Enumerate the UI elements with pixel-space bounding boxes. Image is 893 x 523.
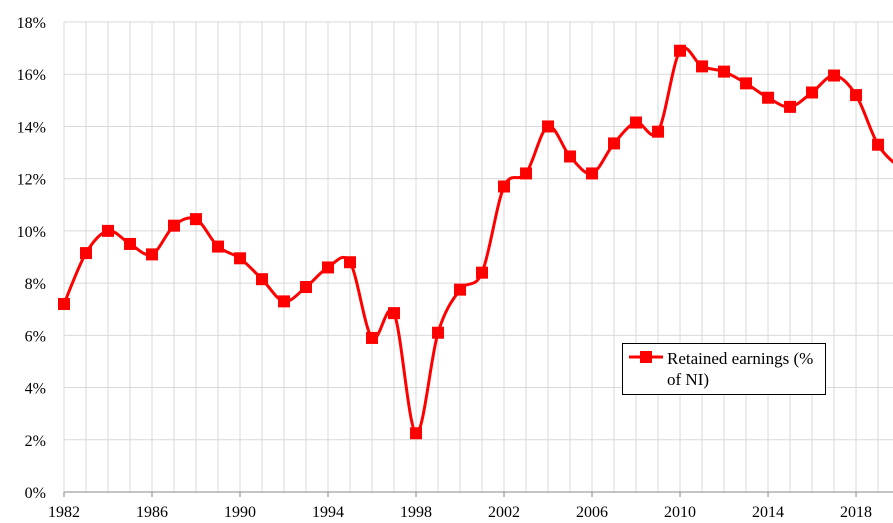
data-point	[102, 224, 115, 237]
data-point	[498, 180, 511, 193]
data-point	[366, 331, 379, 344]
y-tick-label: 16%	[17, 67, 46, 84]
data-point	[806, 86, 819, 99]
data-point	[696, 60, 709, 73]
data-point	[322, 261, 335, 274]
data-point	[344, 256, 357, 269]
data-point	[608, 137, 621, 150]
data-point	[168, 219, 181, 232]
x-tick-label: 2014	[752, 504, 784, 521]
legend: Retained earnings (% of NI)	[622, 343, 826, 395]
legend-label: Retained earnings (% of NI)	[667, 349, 814, 389]
x-tick-label: 2018	[840, 504, 872, 521]
data-point	[454, 283, 467, 296]
data-point	[476, 266, 489, 279]
data-point	[586, 167, 599, 180]
data-point	[828, 69, 841, 82]
y-tick-label: 0%	[25, 485, 46, 502]
data-point	[146, 248, 159, 261]
data-point	[300, 281, 313, 294]
data-point	[278, 295, 291, 308]
data-point	[718, 65, 731, 78]
y-tick-label: 2%	[25, 433, 46, 450]
x-tick-label: 1986	[136, 504, 168, 521]
data-point	[564, 150, 577, 163]
y-tick-label: 12%	[17, 172, 46, 189]
data-point	[740, 77, 753, 90]
data-point	[652, 125, 665, 138]
data-point	[388, 307, 401, 320]
data-point	[630, 116, 643, 129]
y-tick-label: 8%	[25, 276, 46, 293]
data-point	[234, 252, 247, 265]
data-point	[784, 100, 797, 113]
x-tick-label: 2006	[576, 504, 608, 521]
x-tick-label: 1982	[48, 504, 80, 521]
legend-marker	[640, 351, 652, 363]
data-point	[762, 91, 775, 104]
data-point	[542, 120, 555, 133]
data-point	[432, 326, 445, 339]
data-point	[256, 273, 269, 286]
data-point	[520, 167, 533, 180]
y-tick-label: 18%	[17, 15, 46, 32]
data-point	[410, 427, 423, 440]
data-point	[674, 44, 687, 57]
x-tick-label: 1994	[312, 504, 344, 521]
plot-area	[58, 44, 893, 440]
data-point	[124, 237, 137, 250]
data-point	[212, 240, 225, 253]
data-point	[58, 298, 70, 310]
x-tick-label: 1990	[224, 504, 256, 521]
data-point	[850, 89, 863, 102]
y-tick-label: 14%	[17, 119, 46, 136]
series-line	[62, 46, 893, 435]
data-point	[872, 138, 885, 151]
legend-symbol	[629, 351, 663, 363]
data-point	[190, 213, 203, 226]
y-tick-label: 6%	[25, 328, 46, 345]
x-tick-label: 2010	[664, 504, 696, 521]
y-tick-label: 4%	[25, 381, 46, 398]
data-point	[80, 247, 93, 260]
y-tick-label: 10%	[17, 224, 46, 241]
x-tick-label: 1998	[400, 504, 432, 521]
x-tick-label: 2002	[488, 504, 520, 521]
